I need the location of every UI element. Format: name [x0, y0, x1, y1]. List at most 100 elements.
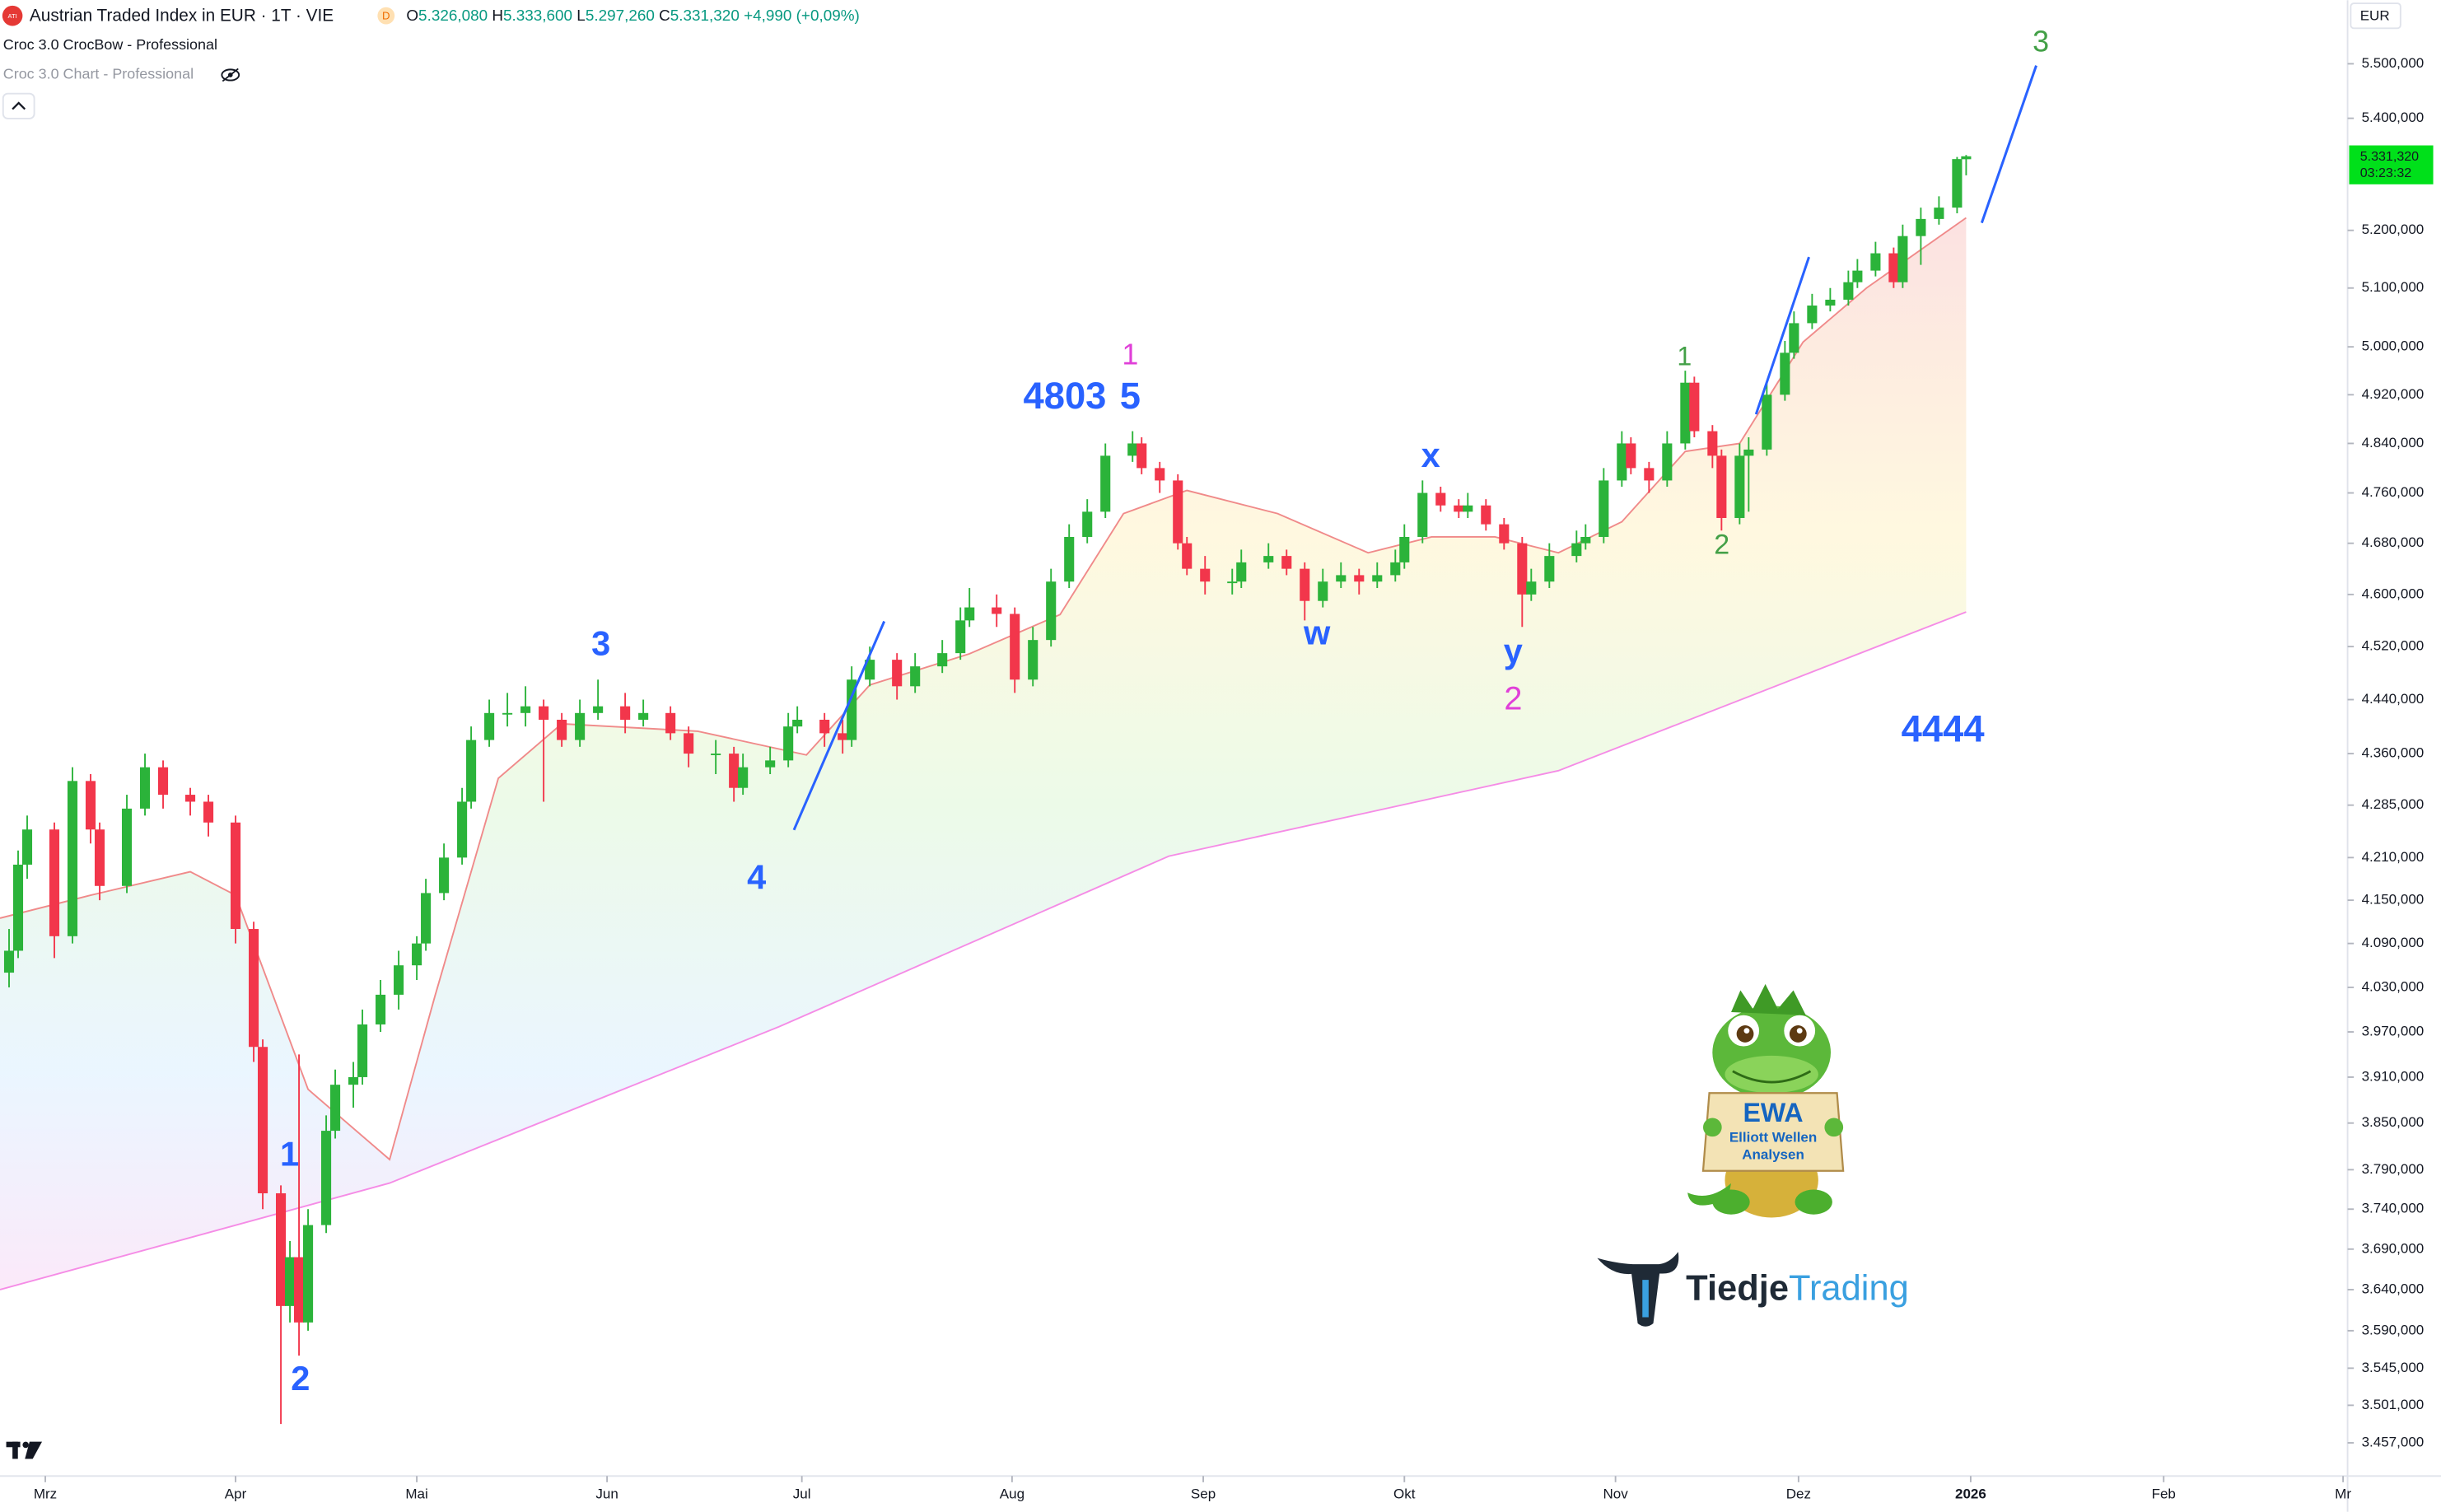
candle-body	[1227, 581, 1238, 584]
candle-body	[729, 754, 740, 788]
tv-logo	[6, 1441, 43, 1459]
candle-body	[1390, 562, 1401, 576]
x-tick-label: Mai	[405, 1486, 427, 1501]
candle-body	[1961, 156, 1972, 160]
candle-body	[94, 829, 105, 886]
candle-body	[1734, 455, 1745, 518]
candle-body	[992, 607, 1002, 614]
y-tick-label: 4.090,000	[2362, 935, 2425, 950]
candle-body	[1064, 536, 1075, 582]
candle-body	[1336, 575, 1347, 582]
candle-body	[1200, 568, 1211, 582]
candle-body	[230, 822, 241, 930]
ohlc-change: +4,990 (+0,09%)	[744, 7, 860, 25]
wave-label: x	[1421, 436, 1440, 474]
candle-body	[1281, 556, 1292, 569]
indicator-label[interactable]: Croc 3.0 Chart - Professional	[3, 66, 194, 82]
candle-body	[1888, 253, 1899, 282]
y-tick-label: 3.790,000	[2362, 1161, 2425, 1177]
candle-body	[1481, 505, 1491, 525]
candle-body	[1843, 282, 1854, 300]
y-tick-label: 3.590,000	[2362, 1322, 2425, 1337]
y-tick-label: 3.545,000	[2362, 1360, 2425, 1375]
ribbon-fill	[0, 217, 1967, 1290]
y-tick-label: 4.030,000	[2362, 978, 2425, 994]
trend-line	[792, 620, 886, 831]
wave-label: 2	[291, 1359, 310, 1398]
candle-body	[1526, 581, 1537, 595]
candle-body	[638, 712, 649, 720]
y-tick-label: 5.000,000	[2362, 338, 2425, 354]
candle-body	[1417, 492, 1428, 537]
annotations: 1 2 3 4 4803 5 1 x w y 2 1 2 3 4444	[280, 25, 2049, 1398]
wave-label: 5	[1120, 375, 1141, 417]
y-tick-label: 3.970,000	[2362, 1024, 2425, 1039]
currency-label: EUR	[2360, 8, 2390, 24]
candle-body	[1662, 443, 1673, 481]
candle-body	[276, 1193, 287, 1306]
source-text: D	[382, 10, 390, 22]
candle-body	[21, 829, 33, 865]
candle-body	[955, 620, 966, 654]
candle-body	[964, 607, 975, 621]
candle-body	[765, 760, 776, 768]
y-tick-label: 4.680,000	[2362, 534, 2425, 550]
y-tick-label: 3.640,000	[2362, 1281, 2425, 1296]
brand-dark: TiedjeTrading	[1686, 1269, 1909, 1309]
candle-body	[1318, 581, 1328, 601]
y-tick-label: 4.920,000	[2362, 386, 2425, 402]
candle-body	[1454, 505, 1464, 512]
candle-body	[593, 706, 604, 713]
x-tick-label: Apr	[225, 1486, 247, 1501]
candle-body	[892, 660, 903, 687]
wave-label: 3	[591, 624, 610, 663]
candle-body	[1916, 218, 1926, 236]
ohlc-key: O	[406, 7, 418, 25]
y-tick-label: 3.501,000	[2362, 1397, 2425, 1412]
candle-body	[484, 712, 495, 740]
y-tick-label: 4.360,000	[2362, 745, 2425, 761]
y-tick-label: 3.740,000	[2362, 1201, 2425, 1216]
candle-body	[1010, 614, 1020, 680]
candle-body	[249, 929, 259, 1048]
candle-body	[49, 829, 60, 936]
wave-label: 4444	[1902, 708, 1985, 750]
y-tick-label: 4.600,000	[2362, 586, 2425, 601]
candle-body	[1825, 299, 1836, 306]
candle-body	[1852, 270, 1863, 282]
x-tick-label: Mr	[2335, 1486, 2351, 1501]
candle-body	[203, 801, 214, 823]
tiedje-logo: TiedjeTrading	[1597, 1252, 1909, 1327]
y-tick-label: 5.200,000	[2362, 222, 2425, 237]
sign-line: Elliott Wellen	[1729, 1130, 1817, 1146]
candle-body	[1136, 443, 1147, 469]
candle-body	[12, 864, 24, 951]
candle-body	[184, 795, 196, 802]
currency-button[interactable]	[2350, 2, 2401, 30]
candle-body	[847, 679, 857, 740]
candle-body	[1689, 382, 1700, 432]
indicator-label[interactable]: Croc 3.0 CrocBow - Professional	[3, 36, 217, 53]
price-tag	[2349, 145, 2434, 184]
collapse-button[interactable]	[2, 92, 35, 119]
candle-body	[665, 712, 676, 734]
candle-body	[1155, 468, 1165, 481]
candle-body	[1626, 443, 1636, 469]
x-tick-label: Dez	[1786, 1486, 1811, 1501]
trend-line	[1754, 256, 1810, 415]
y-tick-label: 4.285,000	[2362, 796, 2425, 812]
hide-icon[interactable]	[221, 68, 240, 82]
candle-body	[557, 719, 567, 740]
candle-body	[157, 767, 169, 796]
ohlc-value: 5.331,320	[670, 7, 740, 25]
candle-body	[1236, 562, 1247, 582]
candle-body	[792, 719, 803, 727]
y-tick-label: 3.457,000	[2362, 1435, 2425, 1450]
y-tick-label: 4.520,000	[2362, 638, 2425, 654]
y-tick-label: 4.150,000	[2362, 892, 2425, 908]
candle-body	[1934, 208, 1944, 219]
candle-body	[1680, 382, 1691, 444]
y-tick-label: 3.910,000	[2362, 1068, 2425, 1084]
